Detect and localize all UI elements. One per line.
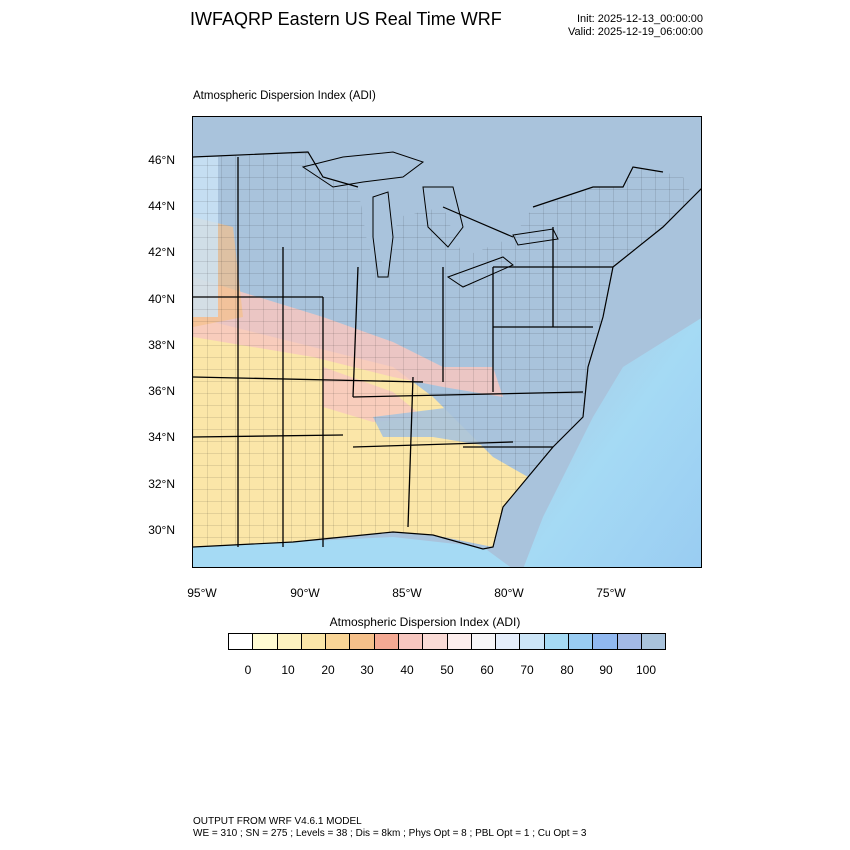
lat-label-44: 44°N xyxy=(148,199,175,213)
colorbar-cell xyxy=(496,634,521,649)
footer: OUTPUT FROM WRF V4.6.1 MODEL WE = 310 ; … xyxy=(193,816,586,840)
init-time: Init: 2025-12-13_00:00:00 xyxy=(577,13,703,25)
lon-label-85: 85°W xyxy=(392,586,422,600)
lon-label-90: 90°W xyxy=(290,586,320,600)
footer-line2: WE = 310 ; SN = 275 ; Levels = 38 ; Dis … xyxy=(193,828,587,839)
colorbar-cell xyxy=(398,634,424,649)
colorbar-cell xyxy=(617,634,642,649)
colorbar-cell xyxy=(229,634,254,649)
plot-title: Atmospheric Dispersion Index (ADI) xyxy=(193,90,376,102)
colorbar-title: Atmospheric Dispersion Index (ADI) xyxy=(329,615,521,629)
coastline xyxy=(193,188,701,550)
colorbar-cell xyxy=(447,634,472,649)
colorbar-cell xyxy=(544,634,569,649)
map-frame xyxy=(192,116,702,568)
colorbar-cell xyxy=(277,634,302,649)
colorbar-label: 10 xyxy=(281,663,295,677)
colorbar-cell xyxy=(471,634,497,649)
colorbar-cell xyxy=(374,634,399,649)
colorbar-label: 60 xyxy=(480,663,494,677)
lat-label-38: 38°N xyxy=(148,338,175,352)
colorbar-label: 80 xyxy=(560,663,574,677)
colorbar-label: 90 xyxy=(599,663,613,677)
lat-label-30: 30°N xyxy=(148,523,175,537)
colorbar-cell xyxy=(326,634,351,649)
lat-label-34: 34°N xyxy=(148,430,175,444)
colorbar-label: 40 xyxy=(400,663,414,677)
valid-time: Valid: 2025-12-19_06:00:00 xyxy=(568,26,703,38)
colorbar-cell xyxy=(593,634,618,649)
colorbar-label: 0 xyxy=(244,663,252,677)
colorbar-label: 50 xyxy=(440,663,454,677)
colorbar-cell xyxy=(301,634,327,649)
colorbar-label: 100 xyxy=(635,663,657,677)
gulf-of-mexico xyxy=(193,537,511,567)
colorbar-label: 30 xyxy=(360,663,374,677)
colorbar-label: 20 xyxy=(321,663,335,677)
lon-label-80: 80°W xyxy=(494,586,524,600)
figure-title: IWFAQRP Eastern US Real Time WRF xyxy=(190,9,502,29)
colorbar-cell xyxy=(350,634,375,649)
colorbar-cell xyxy=(253,634,278,649)
footer-line1: OUTPUT FROM WRF V4.6.1 MODEL xyxy=(193,816,362,827)
colorbar-cell xyxy=(568,634,594,649)
colorbar-label: 70 xyxy=(520,663,534,677)
lat-label-40: 40°N xyxy=(148,292,175,306)
atlantic-ocean xyxy=(523,318,701,567)
colorbar-cell xyxy=(520,634,545,649)
lat-label-32: 32°N xyxy=(148,477,175,491)
state-boundaries xyxy=(193,157,613,547)
map-svg xyxy=(193,117,701,567)
time-block: Init: 2025-12-13_00:00:00 Valid: 2025-12… xyxy=(568,13,703,39)
colorbar-cell xyxy=(423,634,448,649)
colorbar-cell xyxy=(641,634,666,649)
lon-label-95: 95°W xyxy=(187,586,217,600)
lat-label-36: 36°N xyxy=(148,384,175,398)
lat-label-46: 46°N xyxy=(148,153,175,167)
canada-border xyxy=(193,151,664,238)
colorbar xyxy=(228,633,666,650)
lon-label-75: 75°W xyxy=(596,586,626,600)
lat-label-42: 42°N xyxy=(148,245,175,259)
